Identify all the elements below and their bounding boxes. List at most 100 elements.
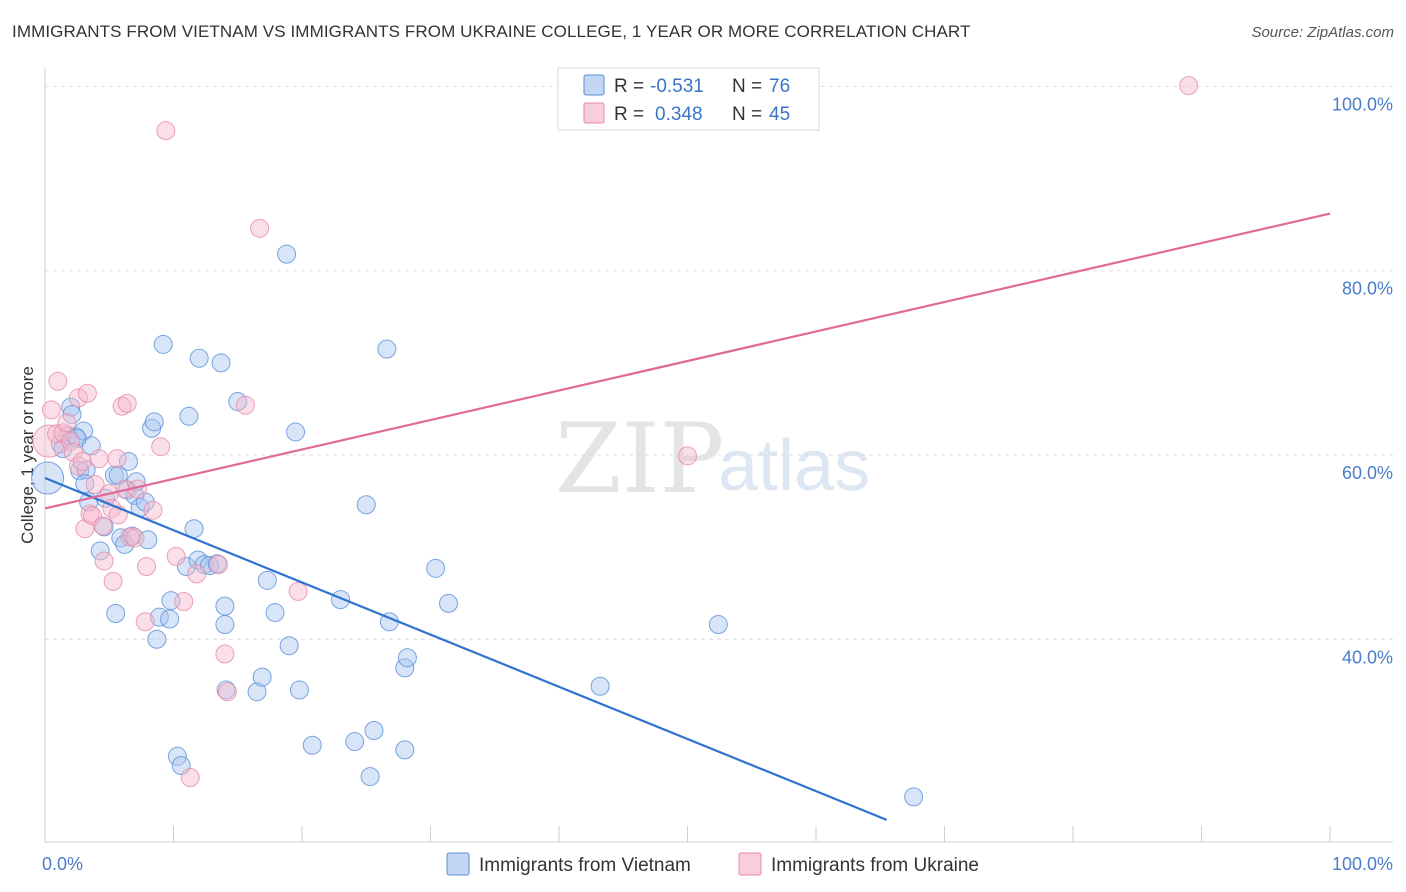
series-vietnam-points (31, 244, 924, 807)
point-ukraine-3 (48, 371, 68, 391)
gridlines (45, 85, 1393, 640)
x-tick-label-min: 0.0% (42, 854, 83, 874)
point-vietnam-32 (153, 334, 173, 354)
bottom-legend: Immigrants from Vietnam Immigrants from … (446, 852, 979, 876)
x-tick-marks (173, 826, 1331, 842)
bottom-legend-label-ukraine: Immigrants from Ukraine (771, 855, 979, 876)
point-vietnam-73 (904, 787, 924, 807)
point-ukraine-31 (137, 556, 157, 576)
watermark-atlas: atlas (718, 426, 870, 506)
point-vietnam-71 (590, 676, 610, 696)
series-ukraine-points (32, 76, 1199, 787)
point-vietnam-62 (360, 767, 380, 787)
point-ukraine-17 (93, 516, 113, 536)
point-vietnam-16 (108, 465, 128, 485)
point-vietnam-41 (189, 348, 209, 368)
point-vietnam-47 (215, 615, 235, 635)
point-ukraine-4 (53, 423, 73, 443)
point-vietnam-64 (377, 339, 397, 359)
stats-legend-r-value-vietnam: -0.531 (650, 76, 704, 97)
point-vietnam-53 (265, 603, 285, 623)
point-ukraine-44 (288, 581, 308, 601)
stats-legend-n-label-vietnam: N = (732, 76, 762, 97)
point-vietnam-44 (207, 554, 227, 574)
point-ukraine-33 (151, 437, 171, 457)
point-vietnam-7 (74, 421, 94, 441)
point-vietnam-52 (257, 570, 277, 590)
point-vietnam-13 (94, 517, 114, 537)
point-ukraine-42 (235, 395, 255, 415)
point-ukraine-14 (83, 506, 103, 526)
point-ukraine-46 (1179, 76, 1199, 96)
bottom-legend-label-vietnam: Immigrants from Vietnam (479, 855, 691, 876)
stats-legend-swatch-ukraine (583, 102, 605, 124)
y-axis-label: College, 1 year or more (18, 366, 37, 544)
stats-legend-r-value-ukraine: 0.348 (655, 104, 703, 125)
point-ukraine-30 (135, 612, 155, 632)
stats-legend-r-label-ukraine: R = (614, 104, 644, 125)
point-ukraine-45 (678, 446, 697, 466)
point-ukraine-32 (143, 500, 163, 520)
point-vietnam-33 (160, 609, 180, 629)
point-ukraine-6 (61, 431, 81, 451)
point-vietnam-68 (397, 648, 417, 668)
point-ukraine-18 (94, 551, 114, 571)
point-ukraine-5 (57, 413, 77, 433)
point-vietnam-56 (286, 422, 306, 442)
point-ukraine-41 (217, 682, 237, 702)
bottom-legend-swatch-ukraine (738, 852, 762, 876)
point-ukraine-40 (215, 644, 235, 664)
stats-legend-n-value-ukraine: 45 (769, 104, 790, 125)
point-vietnam-9 (75, 474, 95, 494)
watermark-zip: ZIP (555, 403, 724, 515)
point-vietnam-61 (356, 495, 376, 515)
point-vietnam-72 (708, 615, 728, 635)
point-vietnam-21 (119, 451, 139, 471)
point-vietnam-50 (247, 682, 267, 702)
point-vietnam-51 (252, 667, 272, 687)
point-ukraine-43 (250, 218, 270, 238)
point-ukraine-12 (77, 383, 97, 403)
trendline-vietnam (44, 477, 888, 821)
point-ukraine-34 (156, 121, 176, 141)
point-ukraine-39 (208, 555, 228, 575)
point-vietnam-29 (144, 412, 164, 432)
chart-source: Source: ZipAtlas.com (1251, 24, 1394, 41)
point-ukraine-1 (41, 400, 61, 420)
chart-title: IMMIGRANTS FROM VIETNAM VS IMMIGRANTS FR… (12, 22, 971, 41)
stats-legend: R = -0.531 N = 76 R = 0.348 N = 45 (557, 67, 820, 131)
point-vietnam-57 (289, 680, 309, 700)
point-vietnam-54 (277, 244, 297, 264)
point-ukraine-26 (117, 393, 137, 413)
point-vietnam-58 (302, 735, 322, 755)
point-ukraine-21 (103, 571, 123, 591)
point-ukraine-28 (125, 528, 145, 548)
point-vietnam-63 (364, 721, 384, 741)
point-vietnam-12 (90, 541, 110, 561)
point-ukraine-36 (174, 592, 194, 612)
point-ukraine-38 (187, 564, 207, 584)
point-vietnam-30 (147, 629, 167, 649)
point-vietnam-55 (279, 636, 299, 656)
bottom-legend-swatch-vietnam (446, 852, 470, 876)
y-tick-labels: 40.0% 60.0% 80.0% 100.0% (1332, 94, 1393, 667)
point-ukraine-27 (120, 527, 140, 547)
point-vietnam-60 (345, 732, 365, 752)
point-ukraine-15 (85, 474, 105, 494)
stats-legend-r-label-vietnam: R = (614, 76, 644, 97)
point-ukraine-16 (89, 449, 109, 469)
point-ukraine-22 (107, 449, 127, 469)
point-vietnam-45 (211, 353, 231, 373)
trendline-ukraine (44, 212, 1331, 510)
point-vietnam-70 (438, 593, 458, 613)
point-vietnam-35 (167, 746, 187, 766)
stats-legend-swatch-vietnam (583, 74, 605, 96)
point-vietnam-46 (215, 596, 235, 616)
stats-legend-n-label-ukraine: N = (732, 104, 762, 125)
point-ukraine-10 (72, 451, 92, 471)
point-ukraine-35 (166, 546, 186, 566)
y-tick-label-100: 100.0% (1332, 94, 1393, 114)
stats-legend-n-value-vietnam: 76 (769, 76, 790, 97)
point-ukraine-24 (112, 396, 132, 416)
